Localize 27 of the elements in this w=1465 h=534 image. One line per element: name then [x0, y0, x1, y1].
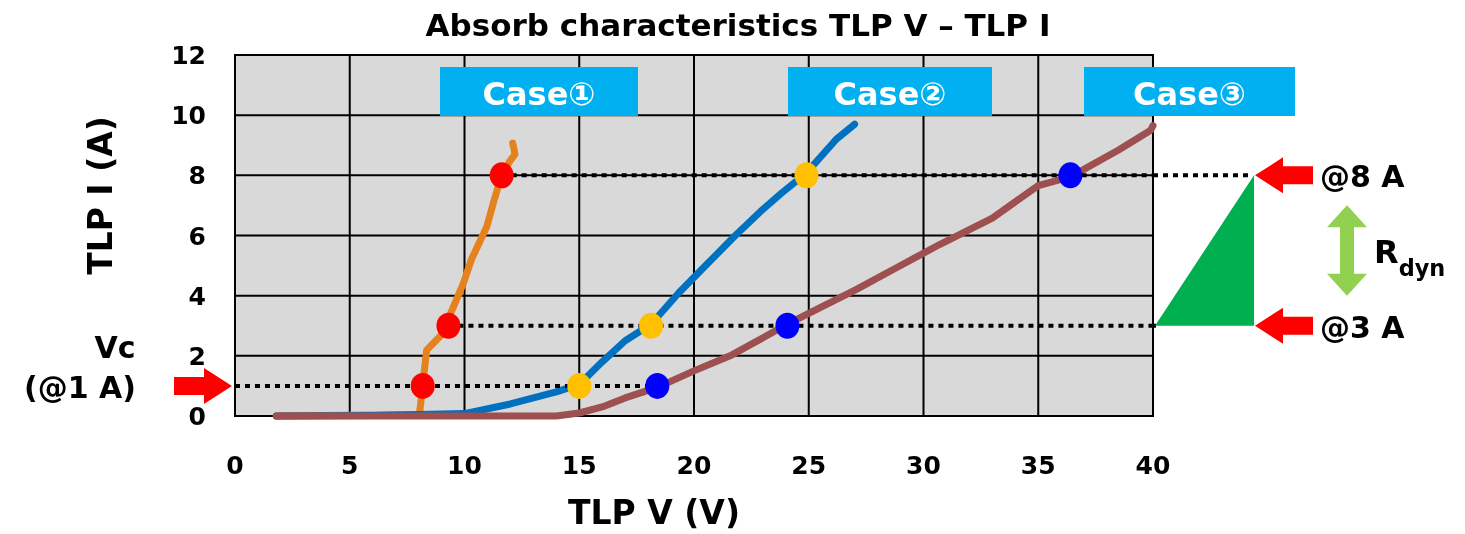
y-tick-label: 2 — [188, 341, 206, 371]
annotation: Case② — [833, 75, 947, 113]
y-tick-label: 12 — [171, 41, 206, 70]
x-tick-label: 25 — [791, 451, 827, 480]
y-tick-label: 6 — [188, 221, 206, 251]
text: R$_{dyn}$ — [1374, 232, 1446, 281]
y-tick-label: 8 — [188, 161, 206, 191]
chart-title: Absorb characteristics TLP V – TLP I — [425, 7, 1051, 43]
y-tick-label: 4 — [188, 281, 206, 311]
y-tick-label: 0 — [188, 402, 206, 431]
x-tick-label: 30 — [906, 451, 941, 480]
text: (@1 A) — [24, 370, 136, 405]
text: Vc — [94, 330, 136, 365]
annotation: Case① — [482, 75, 596, 113]
y-tick-label: 10 — [171, 101, 206, 131]
annotation: Case③ — [1133, 75, 1246, 113]
x-tick-label: 10 — [447, 451, 482, 480]
text: @3 A — [1320, 309, 1406, 345]
x-tick-label: 15 — [561, 451, 597, 480]
x-tick-label: 40 — [1135, 451, 1171, 480]
x-tick-label: 5 — [341, 451, 359, 480]
text: @8 A — [1320, 159, 1406, 195]
x-tick-label: 35 — [1020, 451, 1056, 480]
y-axis-title: TLP I (A) — [81, 116, 120, 275]
x-tick-label: 20 — [676, 451, 712, 480]
x-tick-label: 0 — [226, 451, 244, 480]
x-axis-title: TLP V (V) — [568, 493, 740, 532]
